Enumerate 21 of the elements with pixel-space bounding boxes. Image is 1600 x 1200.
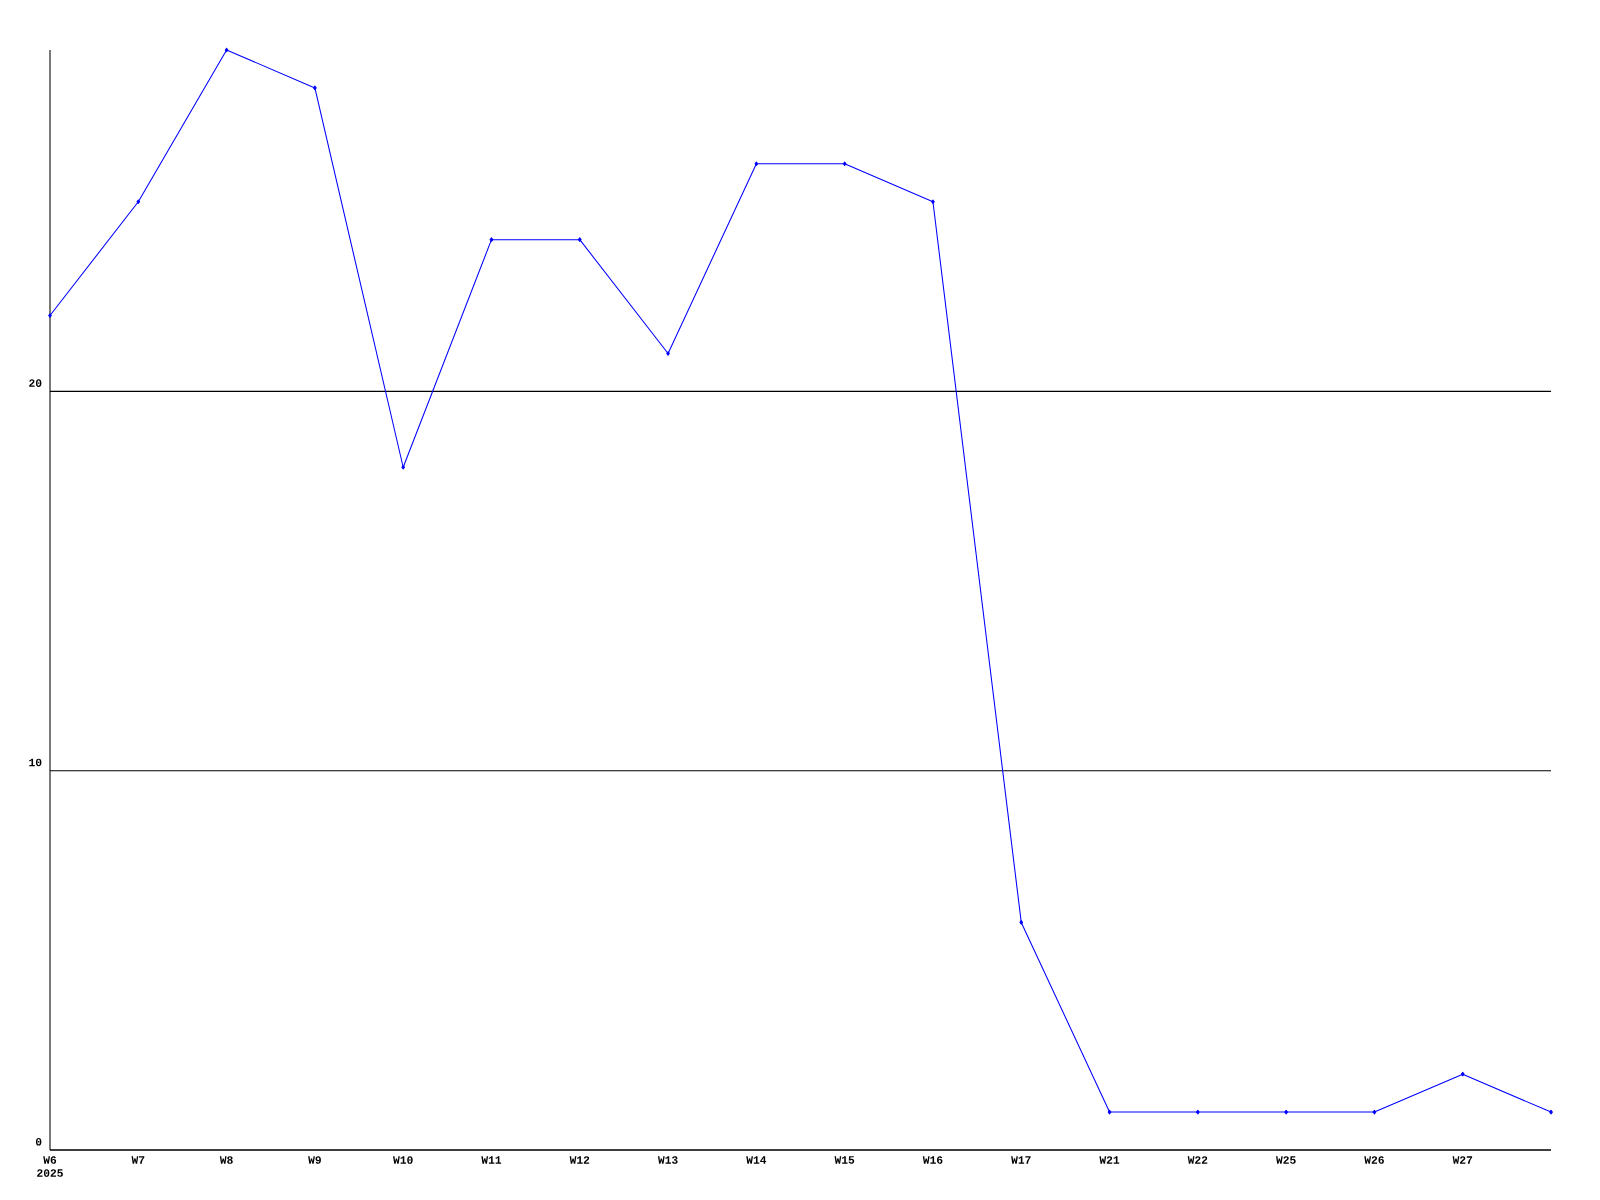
y-tick-label: 10 — [29, 758, 42, 767]
x-tick-label: W9 — [308, 1156, 321, 1164]
x-tick-label: W16 — [922, 1156, 943, 1164]
y-tick-label: 20 — [29, 379, 42, 387]
x-tick-label: W15 — [834, 1156, 855, 1164]
x-tick-label: W17 — [1011, 1156, 1031, 1164]
x-tick-label: W12 — [569, 1156, 590, 1164]
x-tick-label: W26 — [1364, 1156, 1384, 1164]
x-tick-label: W7 — [131, 1156, 145, 1164]
y-tick-label: 0 — [35, 1137, 42, 1146]
x-tick-label: W8 — [219, 1156, 233, 1164]
x-tick-label: W13 — [657, 1156, 678, 1164]
x-tick-label: W21 — [1099, 1156, 1120, 1164]
x-tick-label: W14 — [746, 1156, 767, 1164]
x-tick-label: W11 — [481, 1156, 502, 1164]
x-tick-label: W27 — [1452, 1156, 1473, 1164]
x-tick-label: W25 — [1276, 1156, 1296, 1164]
x-tick-label: W6 — [43, 1156, 57, 1164]
x-tick-label: W22 — [1187, 1156, 1208, 1164]
x-tick-label: W10 — [393, 1156, 413, 1164]
text: 2025 — [37, 1169, 63, 1177]
